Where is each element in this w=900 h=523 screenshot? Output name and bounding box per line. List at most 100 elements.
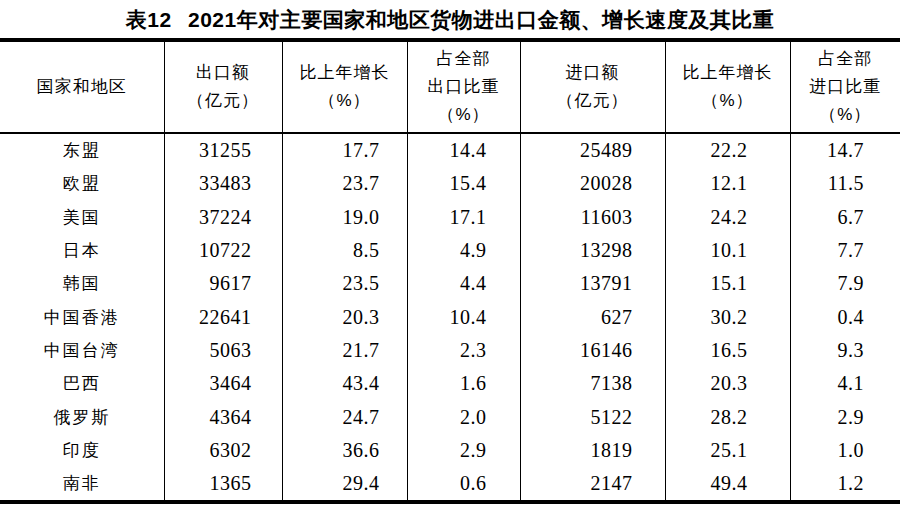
cell-import-growth: 49.4 — [665, 467, 790, 502]
cell-export-amount: 10722 — [164, 234, 282, 267]
cell-import-amount: 1819 — [520, 434, 665, 467]
table-row: 中国香港 22641 20.3 10.4 627 30.2 0.4 — [0, 300, 900, 333]
header-line: （%） — [283, 87, 407, 115]
table-row: 东盟 31255 17.7 14.4 25489 22.2 14.7 — [0, 133, 900, 167]
header-line: （%） — [666, 87, 790, 115]
cell-export-share: 15.4 — [407, 167, 520, 200]
cell-country: 南非 — [0, 467, 164, 502]
table-row: 俄罗斯 4364 24.7 2.0 5122 28.2 2.9 — [0, 400, 900, 433]
header-line: （%） — [408, 101, 520, 129]
document-page: 表12 2021年对主要国家和地区货物进出口金额、增长速度及其比重 国家和地区 … — [0, 0, 900, 523]
cell-import-share: 4.1 — [790, 367, 900, 400]
header-line: 国家和地区 — [0, 73, 164, 101]
cell-country: 日本 — [0, 234, 164, 267]
header-export-growth: 比上年增长 （%） — [282, 40, 407, 133]
cell-import-growth: 22.2 — [665, 133, 790, 167]
cell-import-amount: 13791 — [520, 267, 665, 300]
cell-import-growth: 20.3 — [665, 367, 790, 400]
cell-import-share: 0.4 — [790, 300, 900, 333]
cell-export-growth: 20.3 — [282, 300, 407, 333]
header-import-share: 占全部 进口比重 （%） — [790, 40, 900, 133]
cell-country: 俄罗斯 — [0, 400, 164, 433]
cell-export-share: 14.4 — [407, 133, 520, 167]
cell-export-growth: 21.7 — [282, 334, 407, 367]
header-export-amount: 出口额 （亿元） — [164, 40, 282, 133]
cell-import-amount: 627 — [520, 300, 665, 333]
cell-export-growth: 43.4 — [282, 367, 407, 400]
cell-export-share: 4.4 — [407, 267, 520, 300]
cell-import-growth: 25.1 — [665, 434, 790, 467]
cell-export-amount: 4364 — [164, 400, 282, 433]
header-country-region: 国家和地区 — [0, 40, 164, 133]
cell-export-growth: 23.7 — [282, 167, 407, 200]
table-row: 巴西 3464 43.4 1.6 7138 20.3 4.1 — [0, 367, 900, 400]
table-row: 欧盟 33483 23.7 15.4 20028 12.1 11.5 — [0, 167, 900, 200]
cell-country: 欧盟 — [0, 167, 164, 200]
cell-import-amount: 13298 — [520, 234, 665, 267]
cell-country: 美国 — [0, 201, 164, 234]
header-export-share: 占全部 出口比重 （%） — [407, 40, 520, 133]
cell-import-growth: 28.2 — [665, 400, 790, 433]
cell-import-share: 7.9 — [790, 267, 900, 300]
header-line: 比上年增长 — [283, 59, 407, 87]
cell-country: 印度 — [0, 434, 164, 467]
cell-import-amount: 16146 — [520, 334, 665, 367]
header-line: 出口额 — [165, 59, 282, 87]
cell-import-amount: 2147 — [520, 467, 665, 502]
cell-import-growth: 16.5 — [665, 334, 790, 367]
cell-export-growth: 8.5 — [282, 234, 407, 267]
cell-import-share: 9.3 — [790, 334, 900, 367]
cell-export-growth: 19.0 — [282, 201, 407, 234]
header-import-growth: 比上年增长 （%） — [665, 40, 790, 133]
cell-country: 韩国 — [0, 267, 164, 300]
cell-import-share: 1.0 — [790, 434, 900, 467]
cell-export-share: 10.4 — [407, 300, 520, 333]
cell-export-amount: 1365 — [164, 467, 282, 502]
cell-export-share: 4.9 — [407, 234, 520, 267]
cell-export-amount: 37224 — [164, 201, 282, 234]
table-row: 中国台湾 5063 21.7 2.3 16146 16.5 9.3 — [0, 334, 900, 367]
data-table: 国家和地区 出口额 （亿元） 比上年增长 （%） 占全部 出口比重 （%） 进口… — [0, 38, 900, 504]
cell-import-share: 1.2 — [790, 467, 900, 502]
cell-export-amount: 6302 — [164, 434, 282, 467]
cell-import-growth: 10.1 — [665, 234, 790, 267]
cell-export-amount: 9617 — [164, 267, 282, 300]
header-line: 出口比重 — [408, 73, 520, 101]
cell-import-amount: 11603 — [520, 201, 665, 234]
cell-country: 东盟 — [0, 133, 164, 167]
cell-export-share: 2.0 — [407, 400, 520, 433]
table-row: 日本 10722 8.5 4.9 13298 10.1 7.7 — [0, 234, 900, 267]
header-line: 进口比重 — [791, 73, 900, 101]
cell-import-growth: 15.1 — [665, 267, 790, 300]
header-import-amount: 进口额 （亿元） — [520, 40, 665, 133]
table-row: 印度 6302 36.6 2.9 1819 25.1 1.0 — [0, 434, 900, 467]
cell-export-growth: 36.6 — [282, 434, 407, 467]
cell-country: 巴西 — [0, 367, 164, 400]
table-row: 韩国 9617 23.5 4.4 13791 15.1 7.9 — [0, 267, 900, 300]
cell-import-growth: 24.2 — [665, 201, 790, 234]
cell-export-share: 1.6 — [407, 367, 520, 400]
cell-export-share: 2.3 — [407, 334, 520, 367]
cell-import-share: 2.9 — [790, 400, 900, 433]
header-line: （亿元） — [165, 87, 282, 115]
header-line: 进口额 — [521, 59, 665, 87]
cell-import-amount: 7138 — [520, 367, 665, 400]
cell-import-amount: 20028 — [520, 167, 665, 200]
cell-export-growth: 29.4 — [282, 467, 407, 502]
cell-export-share: 17.1 — [407, 201, 520, 234]
cell-import-growth: 30.2 — [665, 300, 790, 333]
header-line: （亿元） — [521, 87, 665, 115]
cell-export-growth: 17.7 — [282, 133, 407, 167]
cell-import-growth: 12.1 — [665, 167, 790, 200]
cell-export-amount: 3464 — [164, 367, 282, 400]
cell-export-amount: 22641 — [164, 300, 282, 333]
table-row: 美国 37224 19.0 17.1 11603 24.2 6.7 — [0, 201, 900, 234]
table-row: 南非 1365 29.4 0.6 2147 49.4 1.2 — [0, 467, 900, 502]
cell-country: 中国台湾 — [0, 334, 164, 367]
cell-import-share: 11.5 — [790, 167, 900, 200]
cell-import-amount: 5122 — [520, 400, 665, 433]
cell-export-share: 2.9 — [407, 434, 520, 467]
cell-export-growth: 24.7 — [282, 400, 407, 433]
cell-import-amount: 25489 — [520, 133, 665, 167]
cell-import-share: 14.7 — [790, 133, 900, 167]
